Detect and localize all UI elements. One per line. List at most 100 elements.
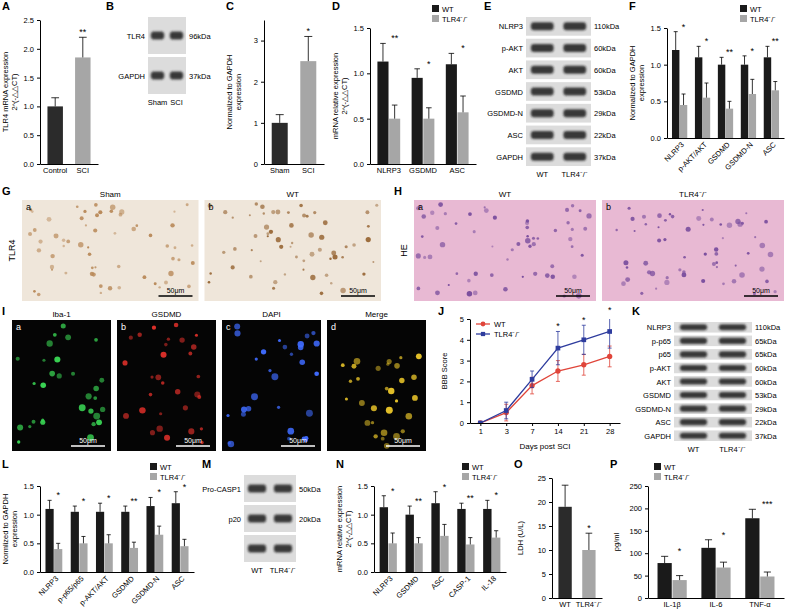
texture-dot <box>33 228 37 232</box>
tick: 250 <box>629 482 648 491</box>
tick-mark <box>549 550 552 551</box>
texture-dot <box>254 234 258 238</box>
protein-label: GAPDH <box>496 153 523 162</box>
texture-dot <box>626 266 629 269</box>
tile-tag: d <box>331 322 336 332</box>
tile-tag: c <box>226 322 231 332</box>
texture-dot <box>117 265 121 269</box>
tile-tag: a <box>418 202 423 212</box>
texture-dot <box>739 272 745 278</box>
texture-dot <box>278 339 281 342</box>
texture-dot <box>137 332 141 336</box>
panel: L*******0.00.51.01.5NLRP3p-p65/p65p-AKT/… <box>1 458 195 607</box>
tick-mark <box>645 508 648 509</box>
error-bar <box>582 325 586 354</box>
protein-label: GSDMD-N <box>635 405 671 414</box>
texture-dot <box>227 441 231 445</box>
axis-line <box>470 320 471 424</box>
texture-dot <box>100 292 102 294</box>
tick: 1.0 <box>651 61 667 70</box>
tile-tag: a <box>16 322 21 332</box>
panel-label: I <box>2 305 5 317</box>
error-bar <box>73 506 77 512</box>
error-bar <box>485 500 489 509</box>
texture-dot <box>276 237 281 242</box>
scale-bar <box>341 295 375 297</box>
tick-mark <box>371 486 374 487</box>
bar <box>79 543 87 572</box>
texture-dot <box>579 209 582 212</box>
blot-strip <box>148 57 186 94</box>
texture-dot <box>525 238 531 244</box>
bar <box>75 57 90 164</box>
texture-dot <box>93 396 97 400</box>
size-label: 22kDa <box>594 131 617 140</box>
tick: 200 <box>629 504 648 513</box>
tick-label: GSDMD-N <box>130 574 162 606</box>
texture-dot <box>401 429 405 433</box>
texture-dot <box>333 254 338 259</box>
error-bar <box>460 96 466 112</box>
tick-label: 1.0 <box>651 61 661 70</box>
bar <box>718 65 725 138</box>
texture-dot <box>196 375 200 379</box>
tick-label: CASP-1 <box>447 574 473 600</box>
tick-label: ASC <box>429 574 447 592</box>
image-tile <box>414 200 596 301</box>
size-label: 29kDa <box>594 109 617 118</box>
tick: CASP-1 <box>447 572 473 600</box>
blot-strip <box>674 417 752 428</box>
texture-dot <box>114 232 117 235</box>
texture-dot <box>735 219 740 224</box>
blot-band <box>274 545 292 553</box>
axis-line <box>374 487 375 573</box>
texture-dot <box>727 222 732 227</box>
tick-label: SCI <box>77 166 90 175</box>
legend-swatch <box>740 5 747 12</box>
legend-label: TLR4⁻/⁻ <box>472 473 498 482</box>
tick-label: 1.0 <box>24 511 34 520</box>
bar <box>96 512 104 572</box>
protein-label: ASC <box>508 131 524 140</box>
tick: 21 <box>580 423 588 436</box>
tick-label: GSDMD-N <box>723 140 755 172</box>
texture-dot <box>165 244 169 248</box>
blot-band <box>680 406 707 412</box>
bar <box>414 543 422 572</box>
texture-dot <box>272 287 275 290</box>
error-bar <box>442 524 446 535</box>
lane-label: SCI <box>170 98 183 107</box>
texture-dot <box>586 213 591 218</box>
texture-dot <box>83 210 86 213</box>
panel: KNLRP3110kDap-p6565kDap6565kDap-AKT60kDa… <box>632 305 781 454</box>
panel-label: A <box>2 0 10 12</box>
legend-label: WT <box>442 5 454 14</box>
error-bar <box>449 53 455 64</box>
texture-dot <box>387 359 392 364</box>
texture-dot <box>170 223 174 227</box>
texture-dot <box>171 257 175 261</box>
tick-mark <box>367 73 370 74</box>
protein-label: GSDMD <box>643 391 672 400</box>
texture-dot <box>664 280 669 285</box>
tick-mark <box>549 478 552 479</box>
texture-dot <box>621 281 626 286</box>
tick: 100 <box>629 549 648 558</box>
tick-mark <box>37 515 40 516</box>
texture-dot <box>41 419 44 422</box>
texture-dot <box>395 399 398 402</box>
texture-dot <box>438 202 443 207</box>
texture-dot <box>16 357 20 361</box>
texture-dot <box>306 215 309 218</box>
error-bar <box>304 36 312 61</box>
tick-label: 1 <box>479 427 483 436</box>
axis: 0.00.51.01.52.02.5 <box>24 16 41 169</box>
tick-mark <box>467 402 470 403</box>
significance-label: * <box>678 546 682 556</box>
significance-label: * <box>427 59 431 69</box>
significance-label: ** <box>391 33 399 43</box>
texture-dot <box>484 208 489 213</box>
error-bar <box>704 83 708 98</box>
texture-dot <box>455 222 458 225</box>
blot-band <box>248 485 266 493</box>
